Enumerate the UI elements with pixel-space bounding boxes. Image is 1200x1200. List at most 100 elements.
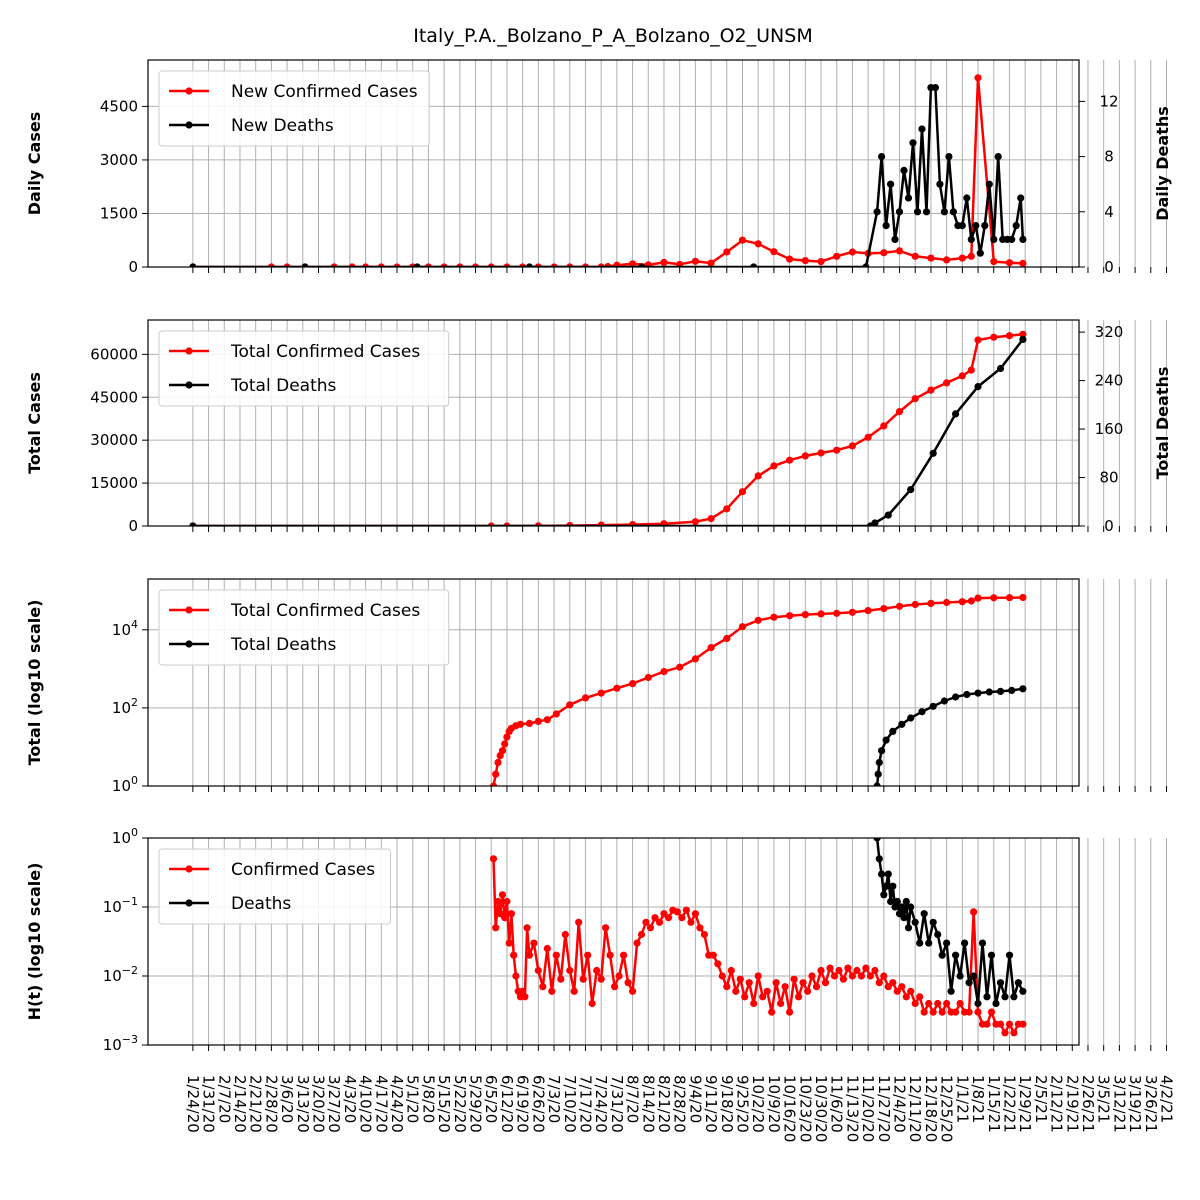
data-point [1008, 235, 1016, 243]
data-point [907, 486, 915, 494]
data-point [833, 609, 841, 617]
x-tick-label: 9/18/20 [718, 1075, 736, 1133]
x-tick-label: 11/27/20 [875, 1075, 893, 1142]
data-point [963, 194, 971, 202]
data-point [543, 716, 551, 724]
x-tick-label: 1/8/21 [969, 1075, 987, 1123]
legend-marker [185, 381, 193, 389]
y-right-tick-label: 12 [1099, 92, 1118, 110]
data-point [754, 472, 762, 480]
x-tick-label: 10/16/20 [781, 1075, 799, 1142]
panel-4: 10−3 10−2 10−1 100 H(t) (log10 scale) Confirm… [25, 826, 1167, 1054]
x-tick-label: 2/21/20 [247, 1075, 265, 1133]
data-point [990, 258, 998, 266]
x-tick-label: 4/17/20 [372, 1075, 390, 1133]
data-point [503, 897, 511, 906]
x-tick-label: 6/12/20 [498, 1075, 516, 1133]
data-point [938, 1008, 946, 1016]
y-axis-label: Total Cases [25, 372, 44, 474]
y-tick-label: 4500 [100, 97, 138, 115]
x-tick-label: 9/4/20 [686, 1075, 704, 1123]
data-point [873, 838, 881, 842]
data-point [723, 248, 731, 256]
y-right-tick-label: 320 [1095, 323, 1124, 341]
data-point [732, 987, 740, 995]
data-point [974, 383, 982, 391]
data-point [972, 222, 980, 230]
data-point [853, 966, 861, 975]
axes-frame [147, 319, 1080, 527]
legend-label: Deaths [231, 894, 291, 914]
data-point [301, 263, 309, 267]
data-point [525, 263, 533, 267]
data-point [889, 882, 897, 890]
data-point [922, 208, 931, 216]
data-point [492, 924, 500, 932]
data-point [878, 153, 886, 161]
series-new-deaths [189, 84, 1027, 267]
data-point [786, 612, 794, 620]
data-point [902, 897, 910, 906]
x-tick-label: 10/23/20 [796, 1075, 814, 1142]
data-point [786, 255, 794, 263]
data-point [1019, 987, 1027, 995]
data-point [891, 235, 899, 243]
data-point [691, 518, 700, 526]
data-point [795, 993, 803, 1001]
data-point [741, 993, 749, 1001]
x-tick-label: 12/18/20 [922, 1075, 940, 1142]
data-point [904, 924, 913, 932]
data-point [620, 951, 628, 959]
x-tick-label: 1/31/20 [200, 1075, 218, 1133]
data-point [637, 263, 646, 267]
data-point [624, 979, 632, 987]
data-point [738, 488, 747, 496]
panel-3: 100 102 104 Total (log10 scale) Total Confir… [25, 578, 1167, 795]
data-point [898, 720, 906, 728]
data-point [967, 252, 975, 260]
data-point [1001, 993, 1009, 1001]
data-point [700, 930, 709, 939]
data-point [682, 906, 691, 914]
data-point [575, 918, 583, 926]
data-point [738, 623, 747, 631]
data-point [736, 975, 744, 983]
data-point [613, 261, 621, 267]
x-tick-label: 7/24/20 [592, 1075, 610, 1133]
data-point [754, 972, 762, 980]
legend-marker [185, 121, 193, 129]
data-point [925, 999, 933, 1008]
x-tick-label: 1/15/21 [985, 1075, 1003, 1133]
data-point [646, 924, 655, 932]
data-point [1005, 332, 1014, 340]
data-point [880, 249, 888, 257]
y-tick-label: 10−3 [103, 1033, 138, 1054]
data-point [676, 260, 684, 267]
data-point [552, 951, 560, 959]
data-point [664, 914, 673, 922]
data-point [889, 727, 897, 736]
data-point [938, 951, 946, 959]
data-point [956, 972, 964, 980]
data-point [754, 240, 762, 248]
data-point [981, 222, 989, 230]
data-point [570, 987, 578, 995]
data-point [862, 964, 870, 972]
data-point [584, 951, 592, 959]
y-tick-label: 0 [128, 517, 138, 535]
data-point [918, 125, 926, 133]
data-point [530, 939, 538, 947]
axes-frame [147, 59, 1080, 268]
data-point [911, 918, 919, 926]
x-tick-label: 7/10/20 [561, 1075, 579, 1133]
data-point [644, 673, 652, 682]
y-tick-label: 100 [112, 826, 138, 847]
data-point [826, 964, 834, 972]
x-tick-label: 2/7/20 [215, 1075, 233, 1123]
x-tick-label: 3/19/21 [1126, 1075, 1144, 1133]
data-point [875, 979, 883, 987]
data-point [976, 249, 984, 257]
data-point [801, 257, 809, 265]
data-point [965, 979, 973, 987]
